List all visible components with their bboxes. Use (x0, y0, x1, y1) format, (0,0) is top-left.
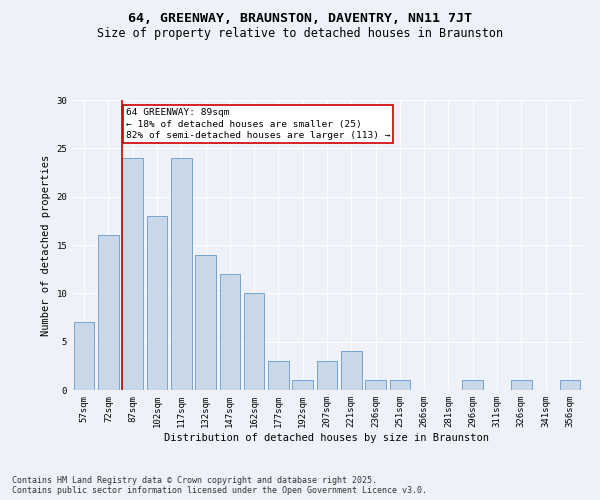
Bar (341, 352, 362, 390)
Bar (511, 380, 532, 390)
Bar (292, 380, 313, 390)
Bar (560, 380, 580, 390)
Bar (146, 216, 167, 390)
Text: Size of property relative to detached houses in Braunston: Size of property relative to detached ho… (97, 28, 503, 40)
Bar (389, 380, 410, 390)
Bar (365, 380, 386, 390)
Text: Contains HM Land Registry data © Crown copyright and database right 2025.
Contai: Contains HM Land Registry data © Crown c… (12, 476, 427, 495)
Bar (463, 380, 483, 390)
Bar (74, 322, 94, 390)
Bar (268, 361, 289, 390)
Text: 64 GREENWAY: 89sqm
← 18% of detached houses are smaller (25)
82% of semi-detache: 64 GREENWAY: 89sqm ← 18% of detached hou… (126, 108, 391, 140)
Bar (171, 158, 191, 390)
Bar (220, 274, 240, 390)
Bar (98, 236, 119, 390)
Text: 64, GREENWAY, BRAUNSTON, DAVENTRY, NN11 7JT: 64, GREENWAY, BRAUNSTON, DAVENTRY, NN11 … (128, 12, 472, 26)
Y-axis label: Number of detached properties: Number of detached properties (41, 154, 51, 336)
Bar (244, 294, 265, 390)
Bar (195, 254, 216, 390)
X-axis label: Distribution of detached houses by size in Braunston: Distribution of detached houses by size … (164, 432, 490, 442)
Bar (122, 158, 143, 390)
Bar (317, 361, 337, 390)
